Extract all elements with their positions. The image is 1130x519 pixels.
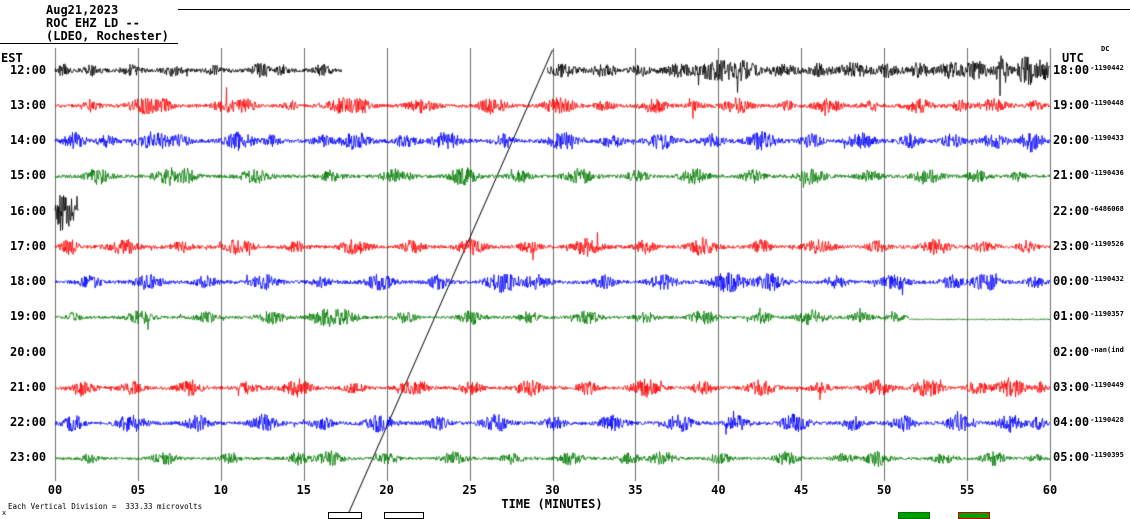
header-station: ROC EHZ LD -- bbox=[46, 16, 140, 30]
x-tick-label: 55 bbox=[959, 483, 975, 497]
dc-offset-value: -1190448 bbox=[1090, 98, 1124, 107]
utc-time-value: 23:00 bbox=[1053, 238, 1090, 253]
x-tick-label: 20 bbox=[379, 483, 394, 497]
utc-time-value: 04:00 bbox=[1053, 415, 1090, 430]
est-time-label: 20:00 bbox=[10, 344, 47, 359]
dc-offset-value: -1190432 bbox=[1090, 275, 1124, 284]
x-tick-label: 00 bbox=[47, 483, 63, 497]
est-time-label: 13:00 bbox=[10, 97, 47, 112]
utc-time-value: 01:00 bbox=[1053, 309, 1090, 324]
legend-box[interactable] bbox=[328, 512, 362, 519]
dc-offset-value: -1190357 bbox=[1090, 310, 1124, 319]
utc-time-label: 00:00-1190432 bbox=[1053, 274, 1124, 288]
legend-box[interactable] bbox=[898, 512, 930, 519]
est-time-label: 15:00 bbox=[10, 168, 47, 183]
utc-time-value: 22:00 bbox=[1053, 203, 1090, 218]
x-tick-label: 05 bbox=[130, 483, 146, 497]
utc-time-value: 05:00 bbox=[1053, 450, 1090, 465]
est-time-label: 14:00 bbox=[10, 133, 47, 148]
utc-axis-label: UTC bbox=[1062, 51, 1084, 65]
est-time-label: 16:00 bbox=[10, 203, 47, 218]
x-tick-label: 10 bbox=[213, 483, 229, 497]
dc-offset-value: -1190449 bbox=[1090, 380, 1124, 389]
header-date: Aug21,2023 bbox=[46, 3, 119, 17]
dc-offset-value: -nan(ind bbox=[1090, 345, 1124, 354]
header-left-divider bbox=[0, 43, 178, 44]
dc-offset-value: -1190436 bbox=[1090, 169, 1124, 178]
utc-time-value: 20:00 bbox=[1053, 133, 1090, 148]
est-axis-label: EST bbox=[1, 51, 23, 65]
utc-time-label: 20:00-1190433 bbox=[1053, 133, 1124, 147]
x-tick-label: 45 bbox=[794, 483, 809, 497]
utc-time-label: 22:00-6486068 bbox=[1053, 204, 1124, 218]
x-tick-label: 35 bbox=[628, 483, 643, 497]
est-time-label: 12:00 bbox=[10, 62, 47, 77]
utc-time-label: 18:00-1190442 bbox=[1053, 63, 1124, 77]
corner-mark: x bbox=[2, 509, 7, 517]
utc-time-label: 01:00-1190357 bbox=[1053, 309, 1124, 323]
utc-time-label: 02:00-nan(ind bbox=[1053, 345, 1124, 359]
utc-time-value: 02:00 bbox=[1053, 344, 1090, 359]
header-top-divider bbox=[178, 9, 1130, 10]
legend-box[interactable] bbox=[958, 512, 990, 519]
est-time-label: 22:00 bbox=[10, 415, 47, 430]
utc-time-label: 19:00-1190448 bbox=[1053, 98, 1124, 112]
dc-axis-label: DC bbox=[1101, 45, 1110, 53]
dc-offset-value: -6486068 bbox=[1090, 204, 1124, 213]
est-time-label: 17:00 bbox=[10, 238, 47, 253]
utc-time-value: 00:00 bbox=[1053, 274, 1090, 289]
legend-box[interactable] bbox=[384, 512, 424, 519]
x-tick-label: 60 bbox=[1042, 483, 1058, 497]
est-time-label: 19:00 bbox=[10, 309, 47, 324]
x-tick-label: 15 bbox=[296, 483, 311, 497]
dc-offset-value: -1190433 bbox=[1090, 134, 1124, 143]
est-time-label: 21:00 bbox=[10, 379, 47, 394]
utc-time-value: 18:00 bbox=[1053, 62, 1090, 77]
dc-offset-value: -1190395 bbox=[1090, 451, 1124, 460]
utc-time-label: 03:00-1190449 bbox=[1053, 380, 1124, 394]
dc-offset-value: -1190526 bbox=[1090, 239, 1124, 248]
est-time-label: 18:00 bbox=[10, 274, 47, 289]
x-tick-label: 50 bbox=[876, 483, 892, 497]
utc-time-label: 21:00-1190436 bbox=[1053, 168, 1124, 182]
utc-time-label: 04:00-1190428 bbox=[1053, 415, 1124, 429]
utc-time-value: 03:00 bbox=[1053, 379, 1090, 394]
dc-offset-value: -1190428 bbox=[1090, 416, 1124, 425]
utc-time-label: 23:00-1190526 bbox=[1053, 239, 1124, 253]
x-tick-label: 25 bbox=[462, 483, 477, 497]
dc-offset-value: -1190442 bbox=[1090, 63, 1124, 72]
x-axis-title: TIME (MINUTES) bbox=[501, 497, 603, 511]
scale-note: Each Vertical Division = 333.33 microvol… bbox=[8, 502, 203, 511]
utc-time-label: 05:00-1190395 bbox=[1053, 450, 1124, 464]
x-tick-label: 30 bbox=[545, 483, 560, 497]
est-time-label: 23:00 bbox=[10, 450, 47, 465]
utc-time-value: 21:00 bbox=[1053, 168, 1090, 183]
header-location: (LDEO, Rochester) bbox=[46, 29, 169, 43]
x-tick-label: 40 bbox=[711, 483, 726, 497]
utc-time-value: 19:00 bbox=[1053, 97, 1090, 112]
